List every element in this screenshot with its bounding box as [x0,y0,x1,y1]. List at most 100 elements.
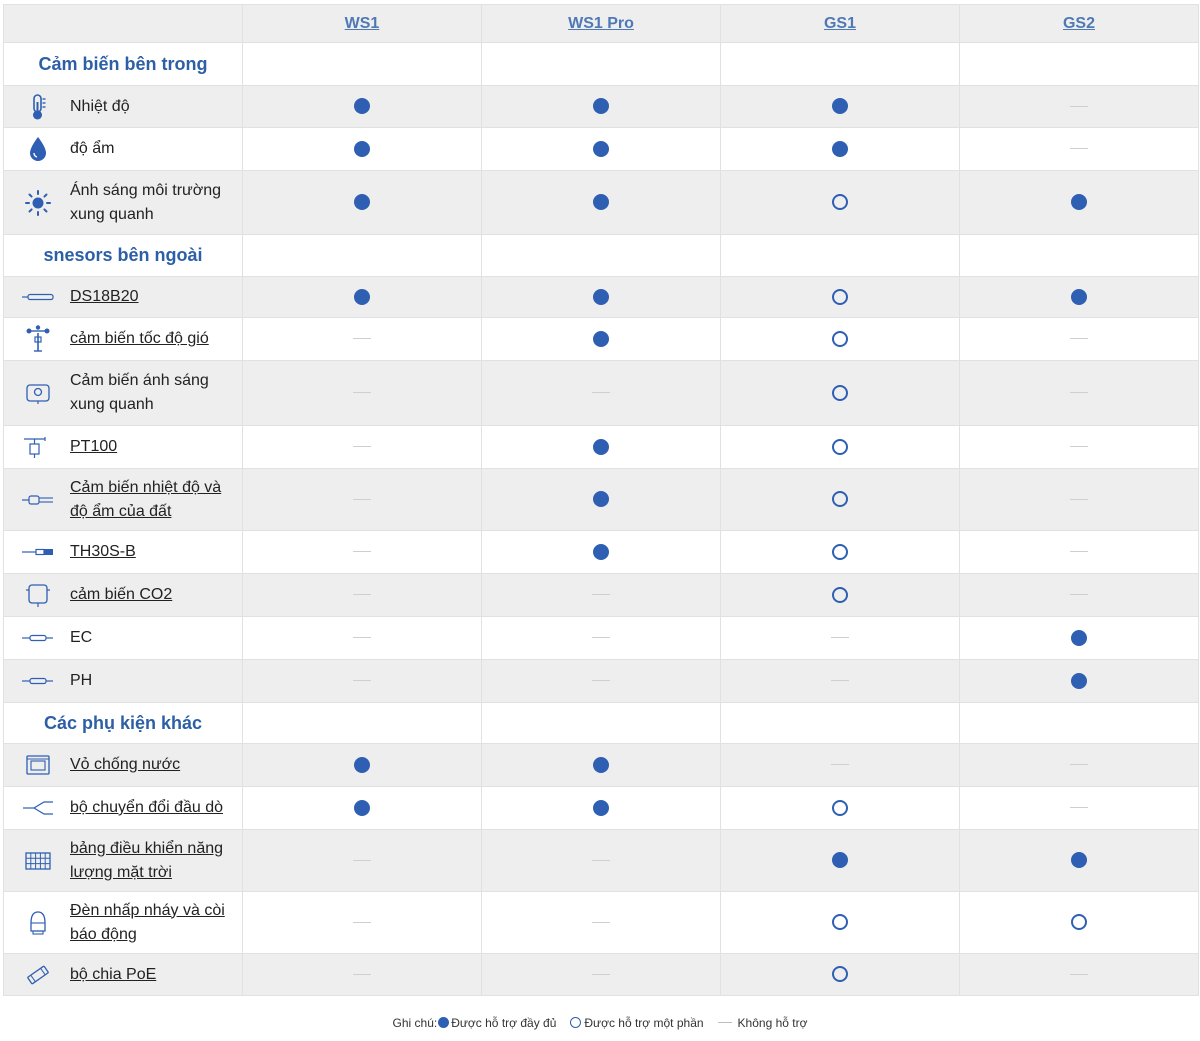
partially-supported-circle-icon [832,491,848,508]
section-empty-cell [481,42,721,86]
support-cell-ws1-pro [481,276,721,318]
section-empty-cell [242,42,482,86]
anemometer-icon [22,323,54,355]
fully-supported-dot-icon [354,756,370,773]
not-supported-dash-icon [1070,973,1088,975]
support-cell-ws1 [242,360,482,426]
support-cell-ws1-pro [481,573,721,617]
th30s-probe-icon [22,536,54,568]
fully-supported-dot-icon [593,330,609,347]
not-supported-dash-icon [353,921,371,923]
feature-row: TH30S-B [3,530,1199,574]
feature-cell: Ánh sáng môi trường xung quanh [3,170,243,235]
feature-cell: độ ẩm [3,127,243,171]
not-supported-dash-icon [831,764,849,766]
partially-supported-circle-icon [832,384,848,401]
partially-supported-circle-icon [1071,914,1087,931]
support-cell-gs2 [959,85,1199,128]
feature-link-cam-bien-nhiet-do-va-do-am-cua-dat[interactable]: Cảm biến nhiệt độ và độ ẩm của đất [70,478,222,520]
support-cell-gs2 [959,891,1199,954]
fully-supported-dot-icon [832,140,848,157]
splitter-icon [22,792,54,824]
support-cell-gs1 [720,127,960,171]
support-cell-gs1 [720,616,960,660]
not-supported-dash-icon [353,446,371,448]
feature-link-cam-bien-co2[interactable]: cảm biến CO2 [70,586,173,603]
support-cell-gs1 [720,659,960,703]
support-cell-gs2 [959,829,1199,892]
not-supported-dash-icon [353,594,371,596]
product-link-ws1[interactable]: WS1 [344,14,380,32]
feature-cell: TH30S-B [3,530,243,574]
feature-cell: bộ chuyển đổi đầu dò [3,786,243,830]
ph-probe-icon [22,665,54,697]
feature-cell: PH [3,659,243,703]
support-cell-gs2 [959,468,1199,531]
support-cell-ws1 [242,616,482,660]
support-cell-ws1 [242,127,482,171]
support-cell-ws1-pro [481,425,721,469]
support-cell-ws1-pro [481,317,721,361]
feature-link-vo-chong-nuoc[interactable]: Vỏ chống nước [70,756,181,773]
feature-row: DS18B20 [3,276,1199,318]
support-cell-ws1 [242,829,482,892]
feature-link-pt100[interactable]: PT100 [70,438,118,455]
feature-row: Cảm biến ánh sáng xung quanh [3,360,1199,426]
support-cell-ws1-pro [481,530,721,574]
partially-supported-circle-icon [832,194,848,211]
thermometer-icon [22,91,54,123]
pt100-icon [22,431,54,463]
feature-row: cảm biến CO2 [3,573,1199,617]
support-cell-ws1 [242,573,482,617]
feature-link-th30s-b[interactable]: TH30S-B [70,543,136,560]
feature-link-bo-chuyen-doi-dau-do[interactable]: bộ chuyển đổi đầu dò [70,799,224,816]
alarm-light-icon [22,907,54,939]
feature-link-ds18b20[interactable]: DS18B20 [70,288,139,305]
support-cell-gs2 [959,276,1199,318]
product-link-gs1[interactable]: GS1 [823,14,856,32]
support-cell-ws1 [242,743,482,787]
support-cell-ws1 [242,468,482,531]
feature-link-den-nhap-nhay-va-coi-bao-dong[interactable]: Đèn nhấp nháy và còi báo động [70,901,225,943]
not-supported-dash-icon [831,680,849,682]
not-supported-dash-icon [353,498,371,500]
not-supported-dash-icon [1070,594,1088,596]
feature-row: bảng điều khiển năng lượng mặt trời [3,829,1199,892]
not-supported-dash-icon [831,637,849,639]
feature-link-cam-bien-toc-do-gio[interactable]: cảm biến tốc độ gió [70,330,209,347]
fully-supported-dot-icon [354,799,370,816]
support-cell-ws1-pro [481,170,721,235]
support-cell-ws1-pro [481,786,721,830]
legend: Ghi chú: Được hỗ trợ đầy đủ Được hỗ trợ mộ… [0,1015,1200,1030]
enclosure-icon [22,749,54,781]
support-cell-ws1 [242,317,482,361]
feature-link-bo-chia-poe[interactable]: bộ chia PoE [70,965,157,983]
partially-supported-circle-icon [832,586,848,603]
support-cell-ws1 [242,170,482,235]
fully-supported-dot-icon [593,194,609,211]
fully-supported-dot-icon [593,543,609,560]
comparison-table-body: Cảm biến bên trong Nhiệt độ độ ẩm Ánh sáng … [3,42,1199,996]
product-link-gs2[interactable]: GS2 [1062,14,1095,32]
feature-link-bang-dieu-khien-nang-luong-mat-troi[interactable]: bảng điều khiển năng lượng mặt trời [70,839,224,881]
soil-sensor-icon [22,484,54,516]
fully-supported-dot-icon [1071,288,1087,305]
support-cell-ws1-pro [481,659,721,703]
feature-row: Nhiệt độ [3,85,1199,128]
not-supported-dash-icon [592,594,610,596]
product-link-ws1-pro[interactable]: WS1 Pro [568,14,634,32]
support-cell-ws1-pro [481,127,721,171]
section-title: snesors bên ngoài [3,234,243,277]
co2-sensor-icon [22,579,54,611]
not-supported-dash-icon [592,637,610,639]
feature-row: EC [3,616,1199,660]
section-title: Cảm biến bên trong [3,42,243,86]
fully-supported-dot-icon [593,438,609,455]
support-cell-gs1 [720,276,960,318]
support-cell-ws1-pro [481,85,721,128]
support-cell-ws1-pro [481,360,721,426]
partially-supported-circle-icon [832,914,848,931]
support-cell-gs1 [720,317,960,361]
not-supported-dash-icon [1070,551,1088,553]
support-cell-gs2 [959,317,1199,361]
